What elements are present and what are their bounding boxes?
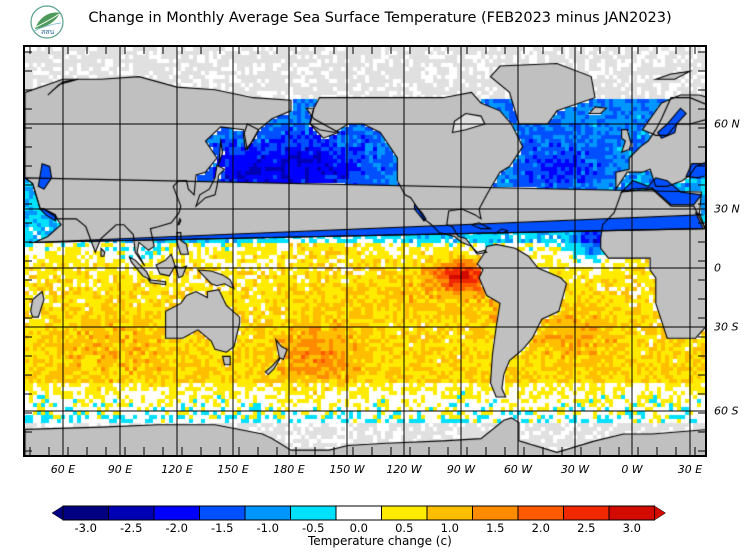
latitude-label: 0 bbox=[714, 261, 721, 275]
colorbar-segment bbox=[290, 505, 337, 521]
colorbar-segment bbox=[472, 505, 519, 521]
colorbar-segment bbox=[153, 505, 200, 521]
colorbar-tick-label: 1.0 bbox=[440, 521, 459, 535]
colorbar-segment bbox=[199, 505, 246, 521]
colorbar-segment bbox=[244, 505, 291, 521]
map-overlay bbox=[25, 47, 705, 455]
colorbar-max-arrow bbox=[654, 505, 666, 521]
longitude-label: 90 E bbox=[107, 463, 133, 476]
longitude-label: 0 W bbox=[621, 463, 643, 476]
chart-title: Change in Monthly Average Sea Surface Te… bbox=[88, 10, 672, 26]
latitude-label: 60 S bbox=[714, 404, 739, 418]
colorbar-segment bbox=[426, 505, 473, 521]
colorbar-tick-label: -2.5 bbox=[120, 521, 143, 535]
latitude-label: 30 N bbox=[714, 202, 740, 216]
colorbar-title: Temperature change (c) bbox=[308, 534, 452, 548]
colorbar-tick-label: 3.0 bbox=[622, 521, 641, 535]
latitude-label: 60 N bbox=[714, 117, 740, 131]
colorbar-tick-label: -1.5 bbox=[211, 521, 234, 535]
colorbar-tick-label: -2.0 bbox=[165, 521, 188, 535]
colorbar-min-arrow bbox=[51, 505, 64, 521]
longitude-label: 60 W bbox=[503, 463, 533, 476]
colorbar-segment bbox=[108, 505, 155, 521]
longitude-label: 30 E bbox=[677, 463, 703, 476]
sst-map bbox=[23, 45, 707, 457]
colorbar-tick-label: 1.5 bbox=[486, 521, 505, 535]
longitude-label: 180 E bbox=[273, 463, 305, 476]
colorbar-segment bbox=[381, 505, 428, 521]
longitude-label: 120 E bbox=[161, 463, 193, 476]
sst-field bbox=[25, 47, 705, 455]
colorbar-segment bbox=[335, 505, 382, 521]
longitude-label: 30 W bbox=[560, 463, 590, 476]
colorbar-segment bbox=[62, 505, 109, 521]
colorbar-tick-label: 0.0 bbox=[349, 521, 368, 535]
colorbar bbox=[51, 505, 666, 521]
logo-text: สสน bbox=[41, 28, 55, 36]
colorbar-tick-label: -1.0 bbox=[256, 521, 279, 535]
latitude-label: 30 S bbox=[714, 320, 739, 334]
longitude-label: 60 E bbox=[50, 463, 76, 476]
colorbar-tick-label: 0.5 bbox=[395, 521, 414, 535]
colorbar-tick-label: -3.0 bbox=[74, 521, 97, 535]
longitude-label: 150 E bbox=[217, 463, 249, 476]
colorbar-tick-label: -0.5 bbox=[302, 521, 325, 535]
longitude-label: 120 W bbox=[386, 463, 422, 476]
longitude-label: 90 W bbox=[446, 463, 476, 476]
colorbar-segment bbox=[517, 505, 564, 521]
colorbar-segment bbox=[563, 505, 610, 521]
logo-icon bbox=[30, 5, 64, 39]
colorbar-tick-label: 2.0 bbox=[531, 521, 550, 535]
colorbar-tick-label: 2.5 bbox=[577, 521, 596, 535]
longitude-label: 150 W bbox=[329, 463, 365, 476]
colorbar-segment bbox=[608, 505, 655, 521]
